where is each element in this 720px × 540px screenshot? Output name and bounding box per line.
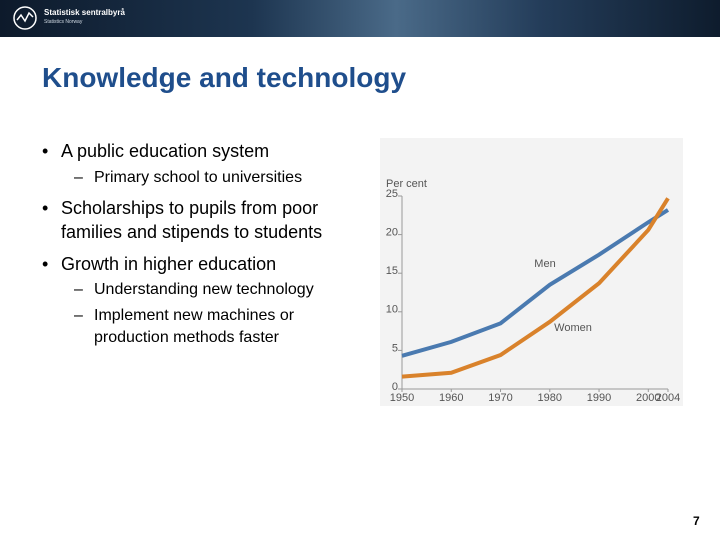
- bullet: • Growth in higher education: [42, 252, 372, 276]
- sub-bullet-text: Primary school to universities: [94, 169, 303, 186]
- sub-bullet-text: Understanding new technology: [94, 281, 314, 298]
- slide-title: Knowledge and technology: [42, 62, 407, 93]
- series-label: Women: [554, 322, 592, 334]
- logo-subtext: Statistics Norway: [44, 19, 83, 25]
- page-number: 7: [693, 514, 700, 528]
- bullet: • Scholarships to pupils from poor famili…: [42, 196, 372, 244]
- x-tick-label: 1980: [538, 392, 562, 404]
- y-tick-label: 15: [386, 265, 398, 277]
- chart-background: [380, 138, 683, 406]
- x-tick-label: 1990: [587, 392, 611, 404]
- y-axis-label: Per cent: [386, 178, 427, 190]
- logo-text: Statistisk sentralbyrå: [44, 8, 125, 17]
- x-tick-label: 1970: [488, 392, 512, 404]
- header-banner: Statistisk sentralbyrå Statistics Norway: [0, 0, 720, 37]
- x-tick-label: 2000: [636, 392, 660, 404]
- bullet: • A public education system: [42, 139, 372, 163]
- y-tick-label: 10: [386, 304, 398, 316]
- series-line: [401, 208, 670, 358]
- x-tick-label: 2004: [656, 392, 680, 404]
- y-tick-label: 0: [392, 381, 398, 393]
- logo-icon: [13, 6, 37, 30]
- chart-title: Percentage of men and women with higher …: [385, 140, 624, 172]
- sub-bullet-text: Implement new machines or production met…: [94, 307, 295, 346]
- bullet-text: Growth in higher education: [61, 254, 277, 274]
- bullet-text: Scholarships to pupils from poor familie…: [61, 198, 323, 242]
- y-tick-label: 20: [386, 227, 398, 239]
- x-tick-label: 1950: [390, 392, 414, 404]
- sub-bullet: – Implement new machines or production me…: [74, 305, 364, 349]
- bullet-text: A public education system: [61, 141, 270, 161]
- x-tick-label: 1960: [439, 392, 463, 404]
- series-label: Men: [534, 258, 555, 270]
- series-line: [401, 197, 670, 379]
- sub-bullet: – Primary school to universities: [74, 167, 364, 189]
- sub-bullet: – Understanding new technology: [74, 279, 364, 301]
- y-tick-label: 5: [392, 342, 398, 354]
- y-tick-label: 25: [386, 188, 398, 200]
